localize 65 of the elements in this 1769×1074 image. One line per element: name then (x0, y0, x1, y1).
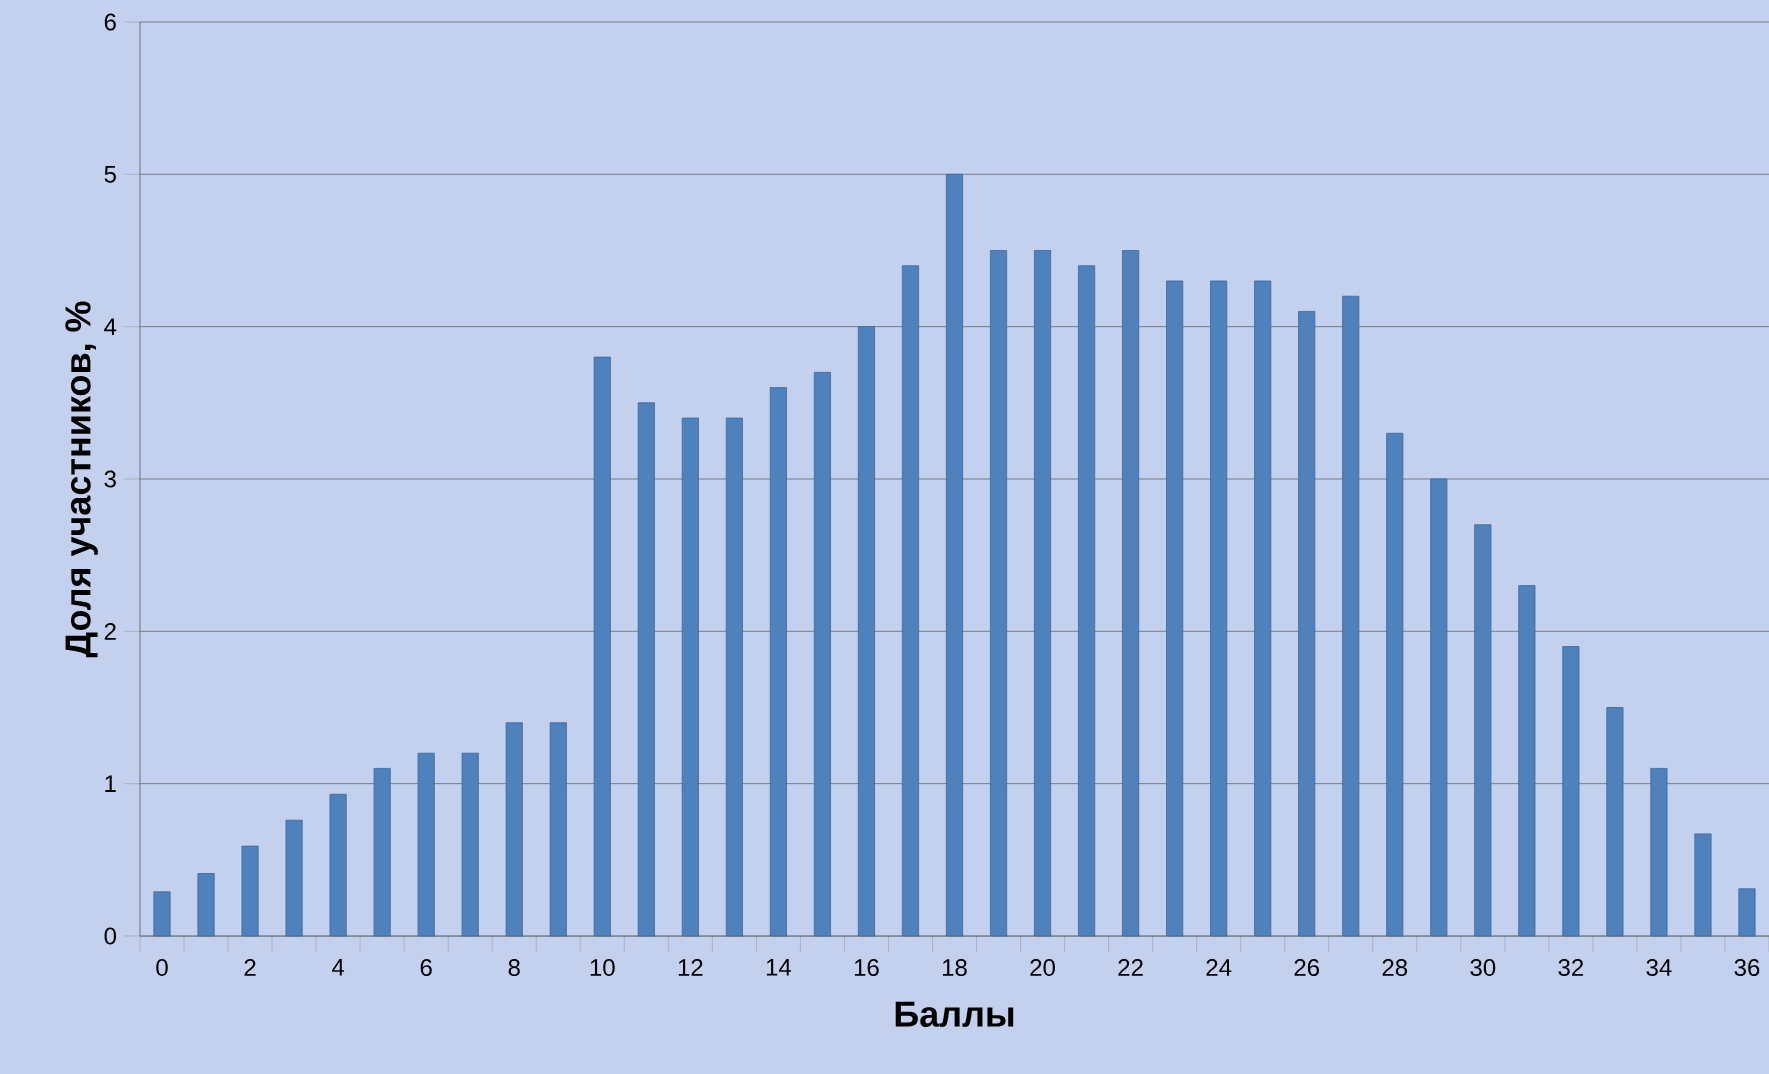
bar (681, 417, 699, 937)
y-tick-label: 4 (104, 318, 117, 335)
bar (637, 402, 655, 937)
bar (1298, 311, 1316, 937)
bar (857, 326, 875, 937)
bar (1694, 833, 1712, 937)
bar (1474, 524, 1492, 937)
bar (593, 356, 611, 937)
bar (1430, 478, 1448, 937)
x-tick-label: 16 (854, 959, 879, 977)
bar (989, 250, 1008, 937)
bar (1034, 250, 1052, 937)
x-tick-label: 32 (1558, 959, 1584, 977)
y-axis-title: Доля участников, % (65, 301, 98, 658)
bar (285, 819, 303, 937)
bar (1166, 280, 1184, 937)
y-tick-label: 5 (104, 165, 116, 183)
bar (1254, 280, 1272, 937)
x-tick-label: 14 (766, 959, 792, 976)
x-tick-label: 8 (508, 959, 520, 977)
y-tick-label: 1 (105, 775, 116, 792)
bar (1342, 295, 1360, 937)
bar (241, 845, 259, 937)
bar (1386, 432, 1404, 937)
bar (1606, 707, 1624, 937)
bar (1738, 888, 1756, 937)
bar (725, 417, 743, 937)
bar (417, 752, 435, 937)
x-tick-label: 26 (1294, 959, 1320, 977)
bar (373, 768, 391, 937)
bar (153, 891, 171, 937)
x-tick-label: 2 (244, 959, 256, 976)
x-axis-title: Баллы (895, 1001, 1014, 1027)
bar (769, 387, 787, 937)
x-tick-label: 34 (1646, 959, 1672, 977)
bar (1122, 250, 1140, 937)
x-tick-label: 12 (678, 959, 703, 976)
x-tick-label: 20 (1030, 959, 1055, 977)
x-tick-label: 18 (942, 959, 967, 977)
x-tick-label: 24 (1206, 959, 1232, 976)
bar (901, 265, 920, 937)
x-tick-label: 4 (332, 959, 345, 976)
bar (813, 371, 831, 937)
bar (1078, 265, 1096, 937)
x-tick-label: 10 (590, 959, 615, 977)
x-tick-label: 6 (420, 959, 432, 977)
y-tick-label: 6 (104, 13, 116, 31)
x-tick-label: 0 (156, 959, 168, 977)
bar (197, 873, 215, 937)
x-tick-label: 30 (1470, 959, 1496, 977)
bar (1650, 768, 1668, 937)
bar (945, 173, 964, 937)
y-tick-label: 3 (104, 470, 116, 488)
y-tick-label: 0 (104, 927, 117, 945)
x-tick-label: 36 (1734, 959, 1760, 977)
x-tick-label: 22 (1118, 959, 1143, 976)
bar (549, 722, 567, 937)
bar (461, 752, 479, 937)
y-tick-label: 2 (104, 622, 116, 640)
bar (329, 793, 347, 937)
bar (1562, 646, 1580, 937)
bar (1518, 585, 1536, 937)
bar (1210, 280, 1228, 937)
bar (505, 722, 523, 937)
x-tick-label: 28 (1382, 959, 1408, 977)
